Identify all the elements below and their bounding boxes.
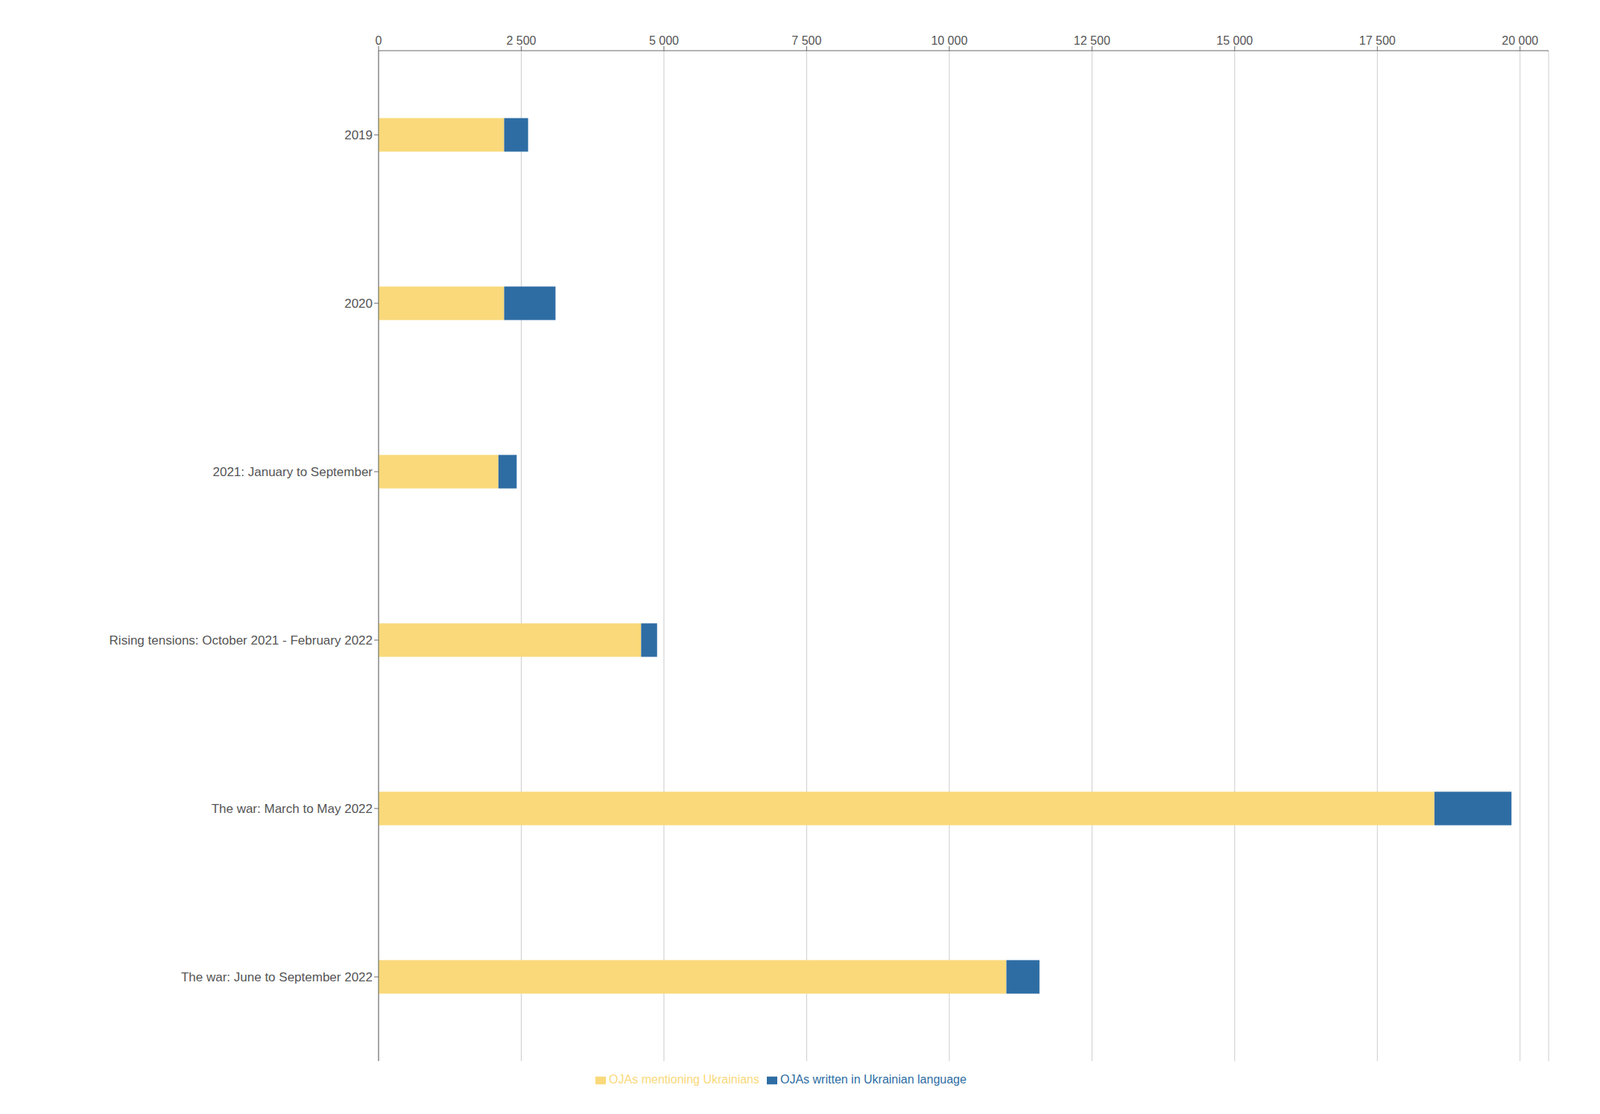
html-text:OJAs mentioning Ukrainians: OJAs mentioning Ukrainians bbox=[608, 1073, 760, 1086]
html-text:OJAs written in Ukrainian lang: OJAs written in Ukrainian language bbox=[780, 1073, 967, 1086]
svg-text:0: 0 bbox=[375, 34, 383, 47]
svg-text:15 000: 15 000 bbox=[1216, 34, 1253, 47]
svg-text:7 500: 7 500 bbox=[791, 34, 822, 47]
svg-text:17 500: 17 500 bbox=[1359, 34, 1396, 47]
svg-text:The war: June to September 202: The war: June to September 2022 bbox=[181, 970, 373, 985]
svg-text:2 500: 2 500 bbox=[506, 34, 536, 47]
svg-text:5 000: 5 000 bbox=[649, 34, 679, 47]
svg-text:12 500: 12 500 bbox=[1073, 34, 1111, 47]
svg-text:Rising tensions: October 2021: Rising tensions: October 2021 - February… bbox=[109, 633, 373, 648]
svg-text:The war: March to May 2022: The war: March to May 2022 bbox=[211, 801, 373, 817]
svg-text:10 000: 10 000 bbox=[930, 34, 968, 47]
svg-text:2021: January to September: 2021: January to September bbox=[212, 465, 373, 480]
svg-text:2020: 2020 bbox=[344, 296, 373, 311]
svg-text:20 000: 20 000 bbox=[1501, 34, 1539, 47]
svg-text:2019: 2019 bbox=[344, 128, 373, 143]
